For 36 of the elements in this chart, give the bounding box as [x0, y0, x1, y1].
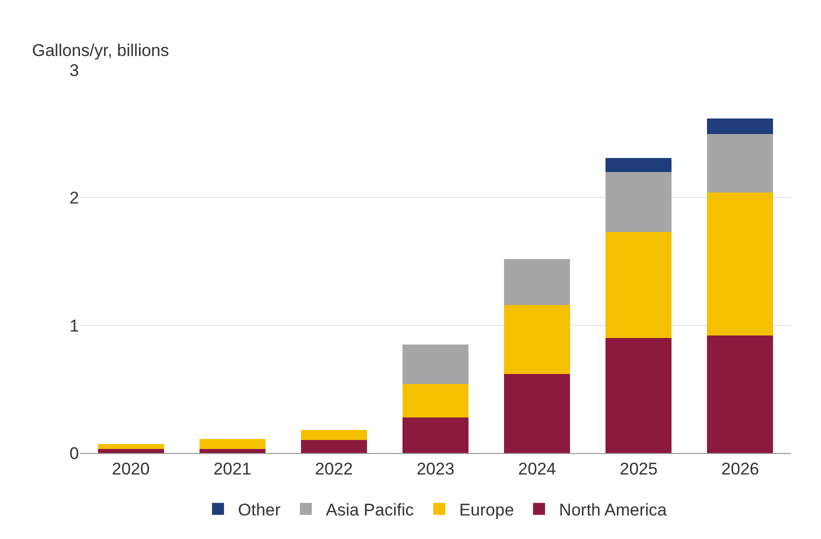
bar	[504, 374, 570, 453]
x-tick-label: 2025	[620, 459, 658, 478]
bar	[707, 118, 774, 134]
bar	[707, 336, 774, 453]
bar	[402, 417, 469, 453]
bar	[707, 192, 774, 336]
bar	[606, 338, 672, 453]
legend-label: Europe	[459, 500, 514, 520]
y-tick-label: 2	[70, 188, 79, 208]
bar	[606, 232, 672, 338]
bar	[98, 444, 164, 450]
bar	[402, 344, 469, 384]
bar	[504, 304, 570, 374]
legend-label: Other	[238, 500, 281, 520]
x-tick-label: 2020	[112, 459, 150, 478]
bar	[707, 134, 774, 193]
bar	[504, 258, 570, 305]
bar	[606, 158, 672, 172]
y-axis-title: Gallons/yr, billions	[32, 41, 170, 60]
legend-label: North America	[559, 500, 668, 520]
bar	[606, 172, 672, 232]
bar	[300, 430, 367, 440]
bar	[98, 449, 164, 453]
y-tick-label: 0	[70, 444, 79, 463]
x-tick-label: 2024	[518, 459, 556, 478]
x-tick-label: 2022	[315, 459, 353, 478]
x-tick-label: 2023	[416, 459, 454, 478]
y-tick-label: 1	[70, 316, 79, 336]
bar	[402, 384, 469, 418]
y-tick-label: 3	[70, 60, 79, 80]
bar	[199, 449, 266, 453]
x-tick-label: 2021	[213, 459, 252, 478]
x-tick-label: 2026	[721, 459, 760, 478]
legend-label: Asia Pacific	[326, 500, 414, 520]
bar	[300, 440, 367, 453]
bar	[199, 438, 266, 450]
